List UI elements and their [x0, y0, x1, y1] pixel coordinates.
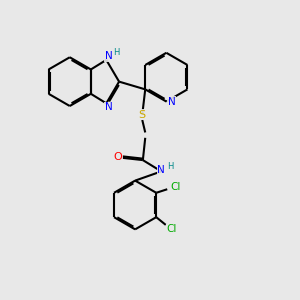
Text: N: N [104, 51, 112, 61]
Text: N: N [104, 102, 112, 112]
Text: H: H [113, 48, 120, 57]
Text: H: H [168, 161, 174, 170]
Text: Cl: Cl [167, 224, 177, 234]
Text: N: N [168, 97, 176, 106]
Text: O: O [113, 152, 122, 162]
Text: S: S [139, 110, 146, 120]
Text: Cl: Cl [170, 182, 181, 192]
Text: N: N [158, 165, 165, 175]
